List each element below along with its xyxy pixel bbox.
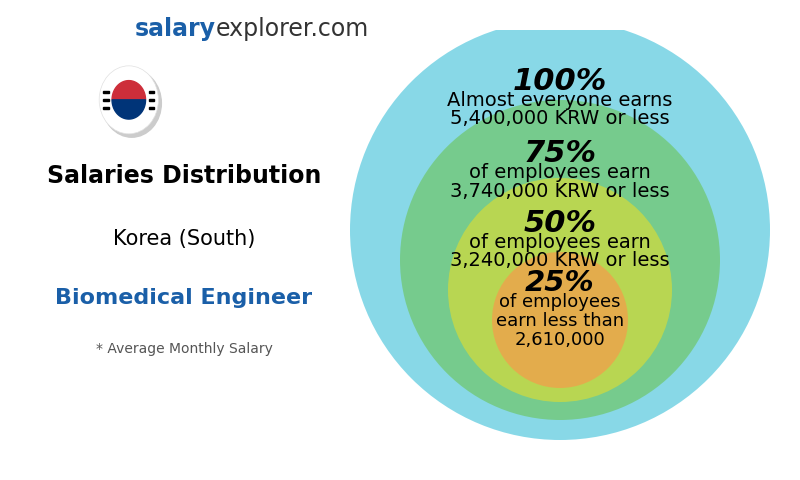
- Text: Salaries Distribution: Salaries Distribution: [47, 164, 321, 188]
- Text: 3,740,000 KRW or less: 3,740,000 KRW or less: [450, 181, 670, 201]
- Text: 75%: 75%: [523, 139, 597, 168]
- Text: 5,400,000 KRW or less: 5,400,000 KRW or less: [450, 109, 670, 129]
- Circle shape: [400, 100, 720, 420]
- Text: of employees: of employees: [499, 293, 621, 311]
- Bar: [103, 107, 109, 109]
- Text: of employees earn: of employees earn: [469, 163, 651, 181]
- Text: 3,240,000 KRW or less: 3,240,000 KRW or less: [450, 252, 670, 271]
- Text: salary: salary: [135, 17, 216, 41]
- Bar: [149, 99, 154, 101]
- Bar: [103, 91, 109, 93]
- Bar: [149, 91, 154, 93]
- Polygon shape: [112, 100, 146, 119]
- Text: Biomedical Engineer: Biomedical Engineer: [55, 288, 313, 308]
- Circle shape: [103, 70, 154, 130]
- Text: 25%: 25%: [525, 269, 595, 297]
- Text: explorer.com: explorer.com: [216, 17, 370, 41]
- Circle shape: [99, 66, 158, 134]
- Text: Korea (South): Korea (South): [113, 229, 255, 249]
- Circle shape: [448, 178, 672, 402]
- Text: 100%: 100%: [513, 67, 607, 96]
- Text: of employees earn: of employees earn: [469, 232, 651, 252]
- Bar: [103, 99, 109, 101]
- Text: * Average Monthly Salary: * Average Monthly Salary: [95, 342, 273, 356]
- Bar: [149, 107, 154, 109]
- Text: Almost everyone earns: Almost everyone earns: [447, 91, 673, 109]
- Circle shape: [492, 252, 628, 388]
- Text: 50%: 50%: [523, 208, 597, 238]
- Circle shape: [102, 69, 162, 137]
- Text: 2,610,000: 2,610,000: [514, 331, 606, 349]
- Text: earn less than: earn less than: [496, 312, 624, 330]
- Circle shape: [350, 20, 770, 440]
- Polygon shape: [112, 81, 146, 100]
